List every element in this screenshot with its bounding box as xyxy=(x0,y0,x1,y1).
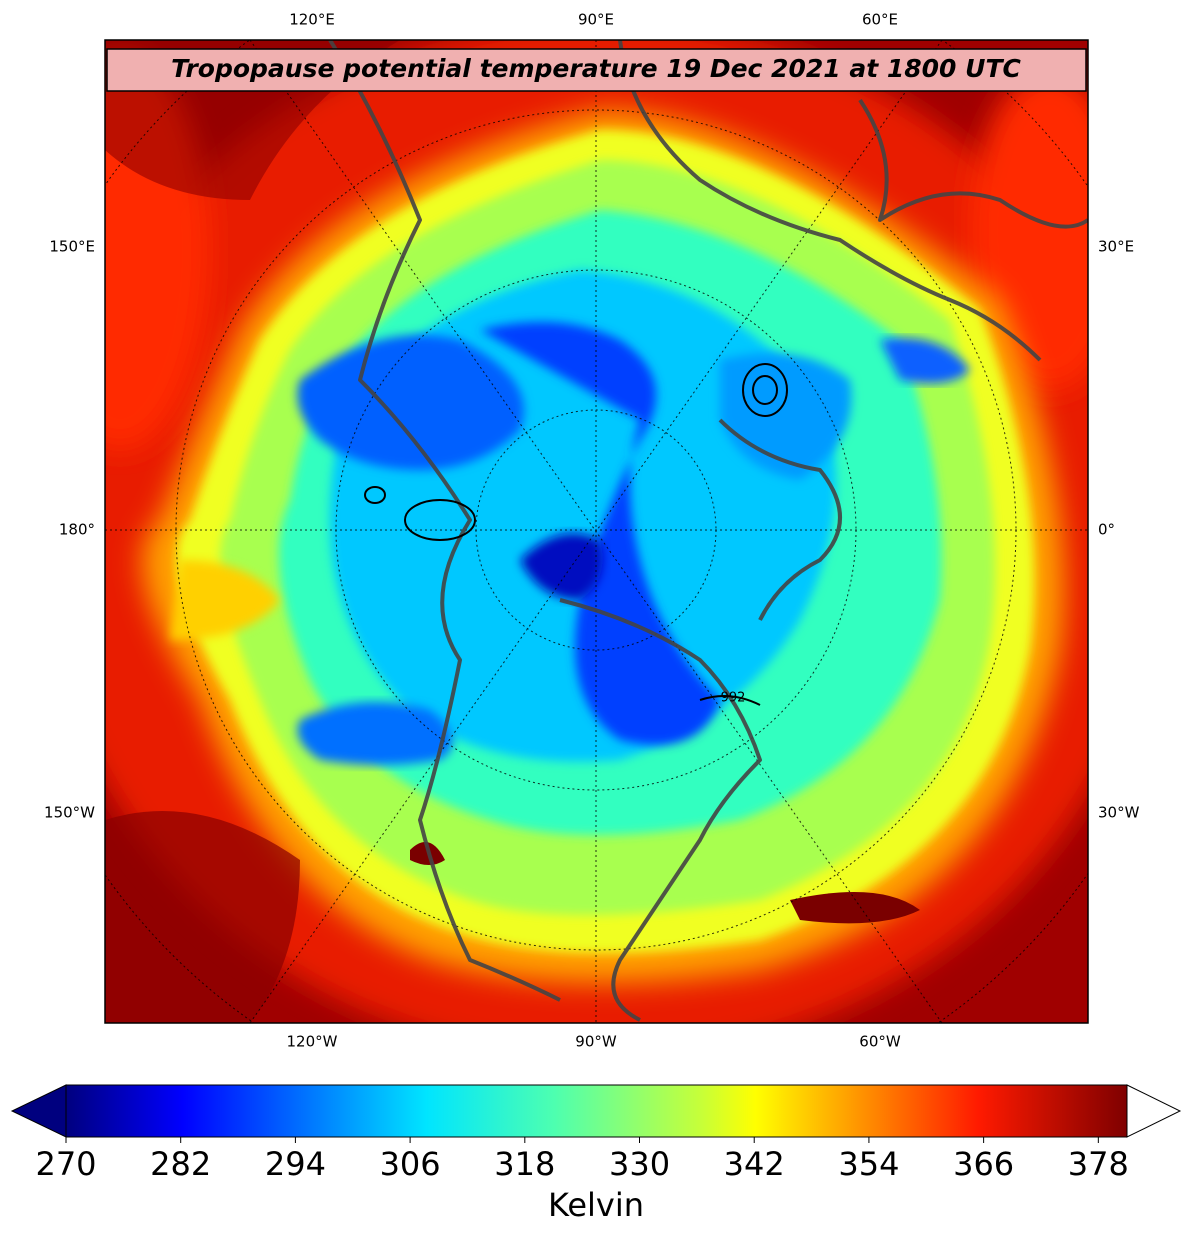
colorbar xyxy=(10,1084,1182,1138)
colorbar-body xyxy=(65,1084,1128,1138)
colorbar-tick-label: 330 xyxy=(609,1145,670,1183)
colorbar-tick-label: 294 xyxy=(265,1145,326,1183)
colorbar-tick-label: 354 xyxy=(838,1145,899,1183)
lon-label: 60°E xyxy=(862,11,898,29)
lon-label: 30°E xyxy=(1098,238,1134,256)
lon-label: 120°E xyxy=(289,11,335,29)
colorbar-tick-label: 318 xyxy=(494,1145,555,1183)
colorbar-tick-label: 306 xyxy=(380,1145,441,1183)
colorbar-tick-label: 282 xyxy=(150,1145,211,1183)
lon-label: 30°W xyxy=(1098,804,1140,822)
colorbar-tick-label: 366 xyxy=(953,1145,1014,1183)
lon-label: 0° xyxy=(1098,521,1115,539)
colorbar-extend-low xyxy=(10,1084,67,1138)
map-field xyxy=(105,40,1088,1023)
colorbar-tick-label: 342 xyxy=(724,1145,785,1183)
lon-label: 150°W xyxy=(44,804,95,822)
title-box xyxy=(106,48,1087,92)
lon-label: 90°E xyxy=(578,11,614,29)
colorbar-tick-label: 378 xyxy=(1068,1145,1129,1183)
map-title: Tropopause potential temperature 19 Dec … xyxy=(171,54,1021,83)
colorbar-tick-label: 270 xyxy=(35,1145,96,1183)
lon-label: 180° xyxy=(59,521,95,539)
map-frame xyxy=(104,39,1089,1024)
lon-label: 60°W xyxy=(859,1033,901,1051)
colorbar-label: Kelvin xyxy=(548,1186,644,1224)
colorbar-extend-high xyxy=(1126,1084,1182,1138)
lon-label: 120°W xyxy=(287,1033,338,1051)
lon-label: 90°W xyxy=(575,1033,617,1051)
lon-label: 150°E xyxy=(49,238,95,256)
contour-label: 992 xyxy=(721,691,746,706)
